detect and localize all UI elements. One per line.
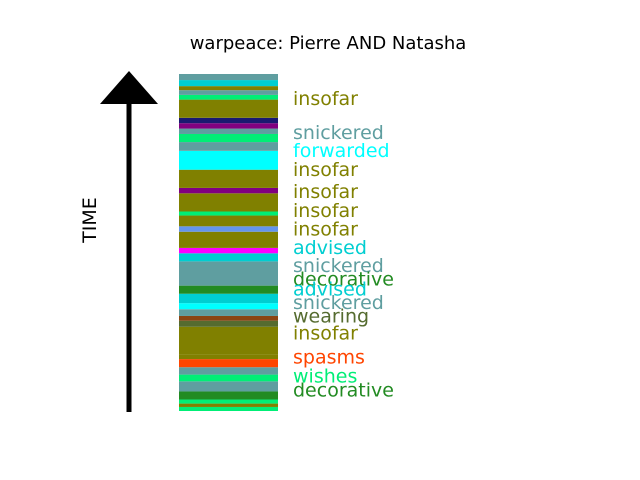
chart-title: warpeace: Pierre AND Natasha bbox=[190, 33, 467, 54]
timeline-stripe-3 bbox=[179, 391, 278, 400]
timeline-stripe-8 bbox=[179, 354, 278, 360]
timeline-stripe-31 bbox=[179, 117, 278, 124]
timeline-stripe-4 bbox=[179, 381, 278, 392]
timeline-stripe-37 bbox=[179, 74, 278, 81]
timeline-stripe-6 bbox=[179, 367, 278, 375]
word-label-13: insofar bbox=[293, 322, 358, 344]
timeline-stripe-34 bbox=[179, 90, 278, 95]
word-label-9: decorative bbox=[293, 269, 394, 291]
timeline-stripe-18 bbox=[179, 247, 278, 254]
timeline-stripe-36 bbox=[179, 80, 278, 87]
timeline-stripe-17 bbox=[179, 253, 278, 262]
timeline-stripe-24 bbox=[179, 187, 278, 194]
timeline-stripe-19 bbox=[179, 231, 278, 248]
timeline-stripe-13 bbox=[179, 303, 278, 310]
timeline-stripe-7 bbox=[179, 359, 278, 368]
word-label-16: decorative bbox=[293, 379, 394, 401]
word-label-2: forwarded bbox=[293, 140, 390, 162]
timeline-stripe-26 bbox=[179, 150, 278, 170]
timeline-stripe-9 bbox=[179, 326, 278, 355]
word-label-5: insofar bbox=[293, 200, 358, 222]
timeline-stripe-21 bbox=[179, 215, 278, 227]
timeline-stripe-23 bbox=[179, 193, 278, 212]
word-label-8: snickered bbox=[293, 255, 384, 277]
timeline-stripe-2 bbox=[179, 399, 278, 404]
timeline-stripe-32 bbox=[179, 99, 278, 118]
word-label-14: spasms bbox=[293, 346, 365, 368]
word-label-12: wearing bbox=[293, 305, 369, 327]
timeline-stripe-35 bbox=[179, 86, 278, 91]
timeline-stripe-1 bbox=[179, 403, 278, 407]
timeline-stripe-14 bbox=[179, 293, 278, 304]
timeline-stripe-27 bbox=[179, 142, 278, 151]
timeline-bar bbox=[179, 74, 278, 411]
timeline-stripe-33 bbox=[179, 94, 278, 100]
y-axis-label: TIME bbox=[79, 197, 101, 244]
time-arrow-head bbox=[100, 71, 158, 104]
word-label-10: advised bbox=[293, 279, 367, 301]
timeline-stripe-28 bbox=[179, 133, 278, 143]
timeline-stripe-16 bbox=[179, 261, 278, 286]
timeline-stripe-12 bbox=[179, 309, 278, 316]
word-label-7: advised bbox=[293, 237, 367, 259]
word-label-6: insofar bbox=[293, 218, 358, 240]
timeline-stripe-25 bbox=[179, 169, 278, 188]
word-label-0: insofar bbox=[293, 88, 358, 110]
word-label-11: snickered bbox=[293, 292, 384, 314]
timeline-stripe-11 bbox=[179, 315, 278, 321]
word-labels: insofarsnickeredforwardedinsofarinsofari… bbox=[293, 88, 394, 401]
timeline-stripe-5 bbox=[179, 374, 278, 382]
word-label-4: insofar bbox=[293, 181, 358, 203]
timeline-stripe-0 bbox=[179, 406, 278, 411]
timeline-stripe-15 bbox=[179, 285, 278, 294]
timeline-stripe-30 bbox=[179, 123, 278, 129]
timeline-stripe-29 bbox=[179, 128, 278, 134]
timeline-stripe-20 bbox=[179, 226, 278, 232]
word-label-15: wishes bbox=[293, 365, 357, 387]
word-label-1: snickered bbox=[293, 122, 384, 144]
word-label-3: insofar bbox=[293, 159, 358, 181]
timeline-stripe-10 bbox=[179, 320, 278, 327]
timeline-stripe-22 bbox=[179, 211, 278, 216]
